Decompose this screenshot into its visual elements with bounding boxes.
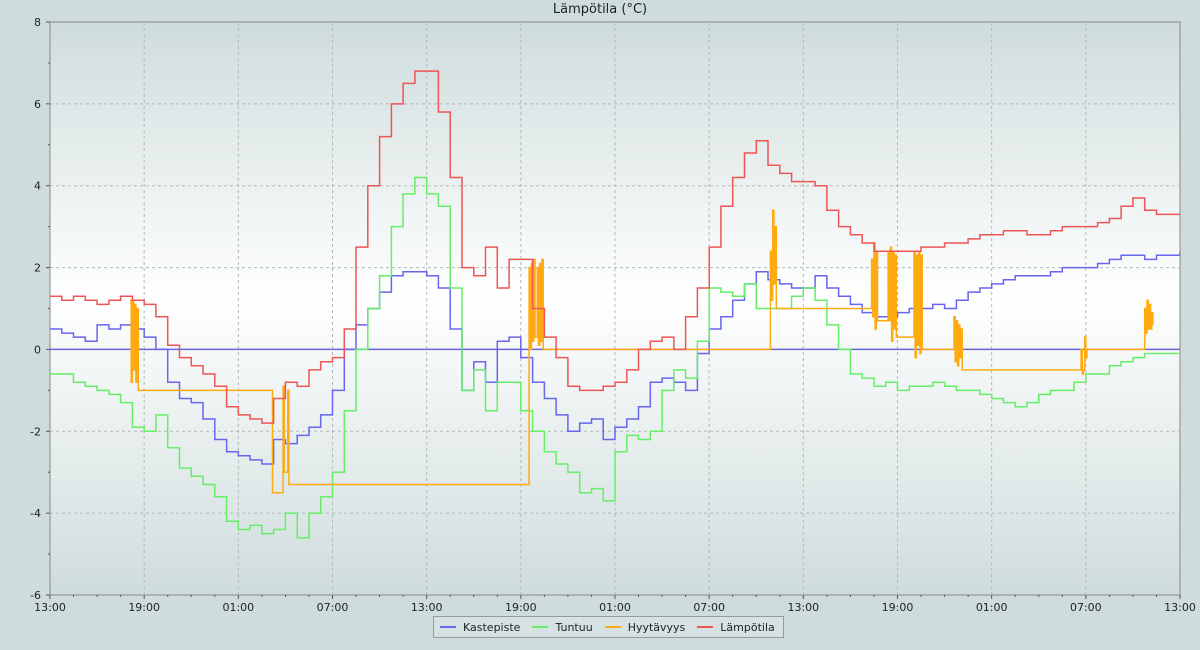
x-tick-label: 19:00 xyxy=(128,601,160,614)
x-tick-label: 19:00 xyxy=(882,601,914,614)
series-line-kastepiste xyxy=(50,251,1180,465)
x-tick-label: 07:00 xyxy=(693,601,725,614)
legend-swatch xyxy=(604,626,621,628)
legend-swatch xyxy=(532,626,549,628)
x-tick-label: 01:00 xyxy=(222,601,254,614)
legend-swatch xyxy=(697,626,714,628)
legend-swatch xyxy=(440,626,456,628)
legend-label: Hyytävyys xyxy=(627,620,686,634)
x-tick-label: 13:00 xyxy=(787,601,819,614)
legend-label: Tuntuu xyxy=(555,620,593,634)
x-tick-label: 13:00 xyxy=(411,601,443,614)
y-tick-label: 8 xyxy=(34,16,41,29)
x-tick-label: 01:00 xyxy=(599,601,631,614)
legend-item: Hyytävyys xyxy=(604,620,686,634)
x-tick-label: 13:00 xyxy=(1164,601,1196,614)
y-tick-label: -6 xyxy=(30,589,41,602)
x-tick-label: 13:00 xyxy=(34,601,66,614)
legend-label: Kastepiste xyxy=(463,620,521,634)
axes: -6 -4 -2 0 2 4 6 8 13:00 19:00 01:00 07:00 13:00 19:0… xyxy=(30,16,1196,614)
chart-title: Lämpötila (°C) xyxy=(552,2,648,17)
legend-item: Tuntuu xyxy=(532,620,593,634)
y-tick-label: 0 xyxy=(34,343,41,356)
x-tick-label: 07:00 xyxy=(1070,601,1102,614)
x-tick-label: 01:00 xyxy=(976,601,1008,614)
x-tick-label: 07:00 xyxy=(317,601,349,614)
legend-item: Kastepiste xyxy=(440,621,520,634)
y-tick-label: 6 xyxy=(34,98,41,111)
y-tick-label: 2 xyxy=(34,262,41,275)
series-line-hyyt-vyys xyxy=(130,209,1154,494)
legend-label: Lämpötila xyxy=(720,620,775,634)
legend-item: Lämpötila xyxy=(697,620,775,634)
series-line-l-mp-tila xyxy=(50,70,1180,424)
y-tick-label: -4 xyxy=(30,507,41,520)
y-tick-label: -2 xyxy=(30,425,41,438)
legend: Kastepiste Tuntuu Hyytävyys Lämpötila xyxy=(433,616,784,638)
series-line-tuntuu xyxy=(50,176,1180,539)
x-tick-label: 19:00 xyxy=(505,601,537,614)
y-tick-label: 4 xyxy=(34,180,41,193)
series-lines xyxy=(50,70,1180,539)
